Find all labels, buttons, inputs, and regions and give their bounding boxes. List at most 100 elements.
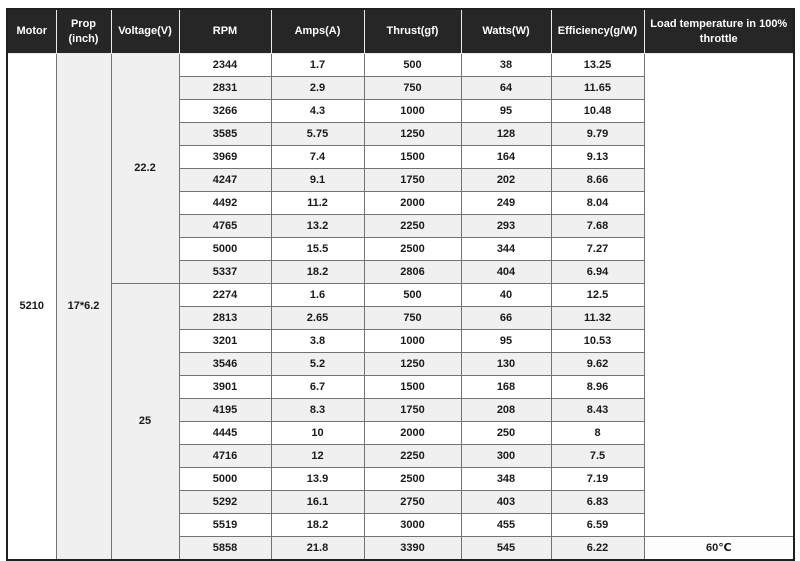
table-body: 5210 17*6.2 22.2 2344 1.7 500 38 13.25 2831 2.9 75… <box>6 53 795 561</box>
cell-rpm: 4716 <box>178 444 272 468</box>
cell-thrust: 1000 <box>363 99 462 123</box>
cell-efficiency: 12.5 <box>550 283 645 307</box>
cell-efficiency: 8.04 <box>550 191 645 215</box>
table-row: 5000 13.9 2500 348 7.19 <box>7 467 794 491</box>
cell-rpm: 4765 <box>178 214 272 238</box>
table-row: 3546 5.2 1250 130 9.62 <box>7 352 794 376</box>
cell-amps: 13.2 <box>270 214 365 238</box>
cell-watts: 128 <box>460 122 552 146</box>
cell-rpm: 2813 <box>178 306 272 330</box>
cell-watts: 130 <box>460 352 552 376</box>
cell-efficiency: 6.83 <box>550 490 645 514</box>
cell-rpm: 5000 <box>178 237 272 261</box>
cell-watts: 344 <box>460 237 552 261</box>
cell-watts: 300 <box>460 444 552 468</box>
table-row: 3969 7.4 1500 164 9.13 <box>7 145 794 169</box>
cell-rpm: 2274 <box>178 283 272 307</box>
cell-watts: 95 <box>460 99 552 123</box>
cell-watts: 208 <box>460 398 552 422</box>
load-temp-cell: 60℃ <box>643 536 795 561</box>
cell-thrust: 750 <box>363 76 462 100</box>
cell-amps: 15.5 <box>270 237 365 261</box>
cell-rpm: 5519 <box>178 513 272 537</box>
cell-amps: 7.4 <box>270 145 365 169</box>
column-header: Amps(A) <box>270 8 365 54</box>
cell-efficiency: 6.94 <box>550 260 645 284</box>
cell-thrust: 2250 <box>363 444 462 468</box>
cell-watts: 38 <box>460 53 552 77</box>
cell-thrust: 2500 <box>363 467 462 491</box>
voltage-cell: 25 <box>110 283 180 561</box>
cell-rpm: 2344 <box>178 53 272 77</box>
cell-efficiency: 10.53 <box>550 329 645 353</box>
cell-watts: 95 <box>460 329 552 353</box>
cell-thrust: 500 <box>363 283 462 307</box>
table-row: 25 2274 1.6 500 40 12.5 <box>7 283 794 561</box>
table-row: 5210 17*6.2 22.2 2344 1.7 500 38 13.25 <box>6 53 795 561</box>
table-row: 5519 18.2 3000 455 6.59 <box>7 513 794 537</box>
column-header: Motor <box>6 8 57 54</box>
cell-thrust: 1250 <box>363 352 462 376</box>
cell-amps: 5.2 <box>270 352 365 376</box>
load-temp-merged-cell <box>643 53 795 537</box>
table-row: 4195 8.3 1750 208 8.43 <box>7 398 794 422</box>
prop-cell: 17*6.2 <box>55 53 112 561</box>
cell-efficiency: 7.68 <box>550 214 645 238</box>
table-row: 2813 2.65 750 66 11.32 <box>7 306 794 330</box>
table-row: 3201 3.8 1000 95 10.53 <box>7 329 794 353</box>
cell-thrust: 1750 <box>363 168 462 192</box>
cell-watts: 545 <box>460 536 552 561</box>
cell-amps: 8.3 <box>270 398 365 422</box>
motor-spec-table: Motor Prop (inch) Voltage(V) RPM Amps(A) Thru… <box>6 8 795 561</box>
cell-thrust: 3000 <box>363 513 462 537</box>
cell-rpm: 2831 <box>178 76 272 100</box>
cell-watts: 249 <box>460 191 552 215</box>
cell-thrust: 2000 <box>363 421 462 445</box>
cell-thrust: 2250 <box>363 214 462 238</box>
cell-watts: 403 <box>460 490 552 514</box>
cell-thrust: 1250 <box>363 122 462 146</box>
cell-amps: 10 <box>270 421 365 445</box>
cell-thrust: 1000 <box>363 329 462 353</box>
cell-rpm: 5337 <box>178 260 272 284</box>
table-row: 5337 18.2 2806 404 6.94 <box>7 260 794 284</box>
cell-rpm: 3546 <box>178 352 272 376</box>
cell-rpm: 3969 <box>178 145 272 169</box>
table-row: 2831 2.9 750 64 11.65 <box>7 76 794 100</box>
voltage-cell: 22.2 <box>110 53 180 284</box>
cell-watts: 404 <box>460 260 552 284</box>
column-header: Prop (inch) <box>55 8 112 54</box>
cell-rpm: 5000 <box>178 467 272 491</box>
cell-amps: 2.65 <box>270 306 365 330</box>
table-row: 5000 15.5 2500 344 7.27 <box>7 237 794 261</box>
cell-rpm: 5858 <box>178 536 272 561</box>
cell-rpm: 3585 <box>178 122 272 146</box>
column-header: Load temperature in 100% throttle <box>643 8 795 54</box>
cell-watts: 40 <box>460 283 552 307</box>
cell-thrust: 1750 <box>363 398 462 422</box>
cell-efficiency: 9.62 <box>550 352 645 376</box>
table-row: 4716 12 2250 300 7.5 <box>7 444 794 468</box>
header-row: Motor Prop (inch) Voltage(V) RPM Amps(A) Thru… <box>6 8 795 54</box>
cell-efficiency: 9.79 <box>550 122 645 146</box>
cell-watts: 64 <box>460 76 552 100</box>
cell-watts: 348 <box>460 467 552 491</box>
cell-thrust: 1500 <box>363 145 462 169</box>
cell-thrust: 2806 <box>363 260 462 284</box>
cell-amps: 18.2 <box>270 260 365 284</box>
cell-amps: 21.8 <box>270 536 365 561</box>
cell-amps: 1.6 <box>270 283 365 307</box>
cell-amps: 11.2 <box>270 191 365 215</box>
cell-efficiency: 8.66 <box>550 168 645 192</box>
cell-thrust: 2750 <box>363 490 462 514</box>
cell-efficiency: 10.48 <box>550 99 645 123</box>
cell-amps: 6.7 <box>270 375 365 399</box>
motor-spec-table-container: Motor Prop (inch) Voltage(V) RPM Amps(A) Thru… <box>6 8 795 561</box>
cell-rpm: 3901 <box>178 375 272 399</box>
table-row: 4492 11.2 2000 249 8.04 <box>7 191 794 215</box>
cell-efficiency: 6.59 <box>550 513 645 537</box>
cell-watts: 250 <box>460 421 552 445</box>
cell-watts: 164 <box>460 145 552 169</box>
cell-rpm: 4492 <box>178 191 272 215</box>
